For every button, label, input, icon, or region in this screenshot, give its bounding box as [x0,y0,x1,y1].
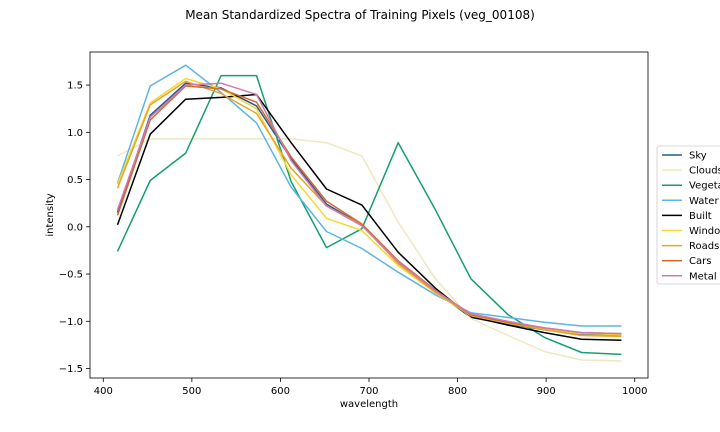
series-layer [116,64,622,362]
legend-label-vegetation: Vegetation [689,181,720,192]
legend-label-sky: Sky [689,151,707,162]
series-line-windows [116,77,622,336]
y-tick-label: −0.5 [59,270,83,281]
y-axis-title: intensity [45,193,56,236]
series-line-roads [116,80,622,338]
legend-label-clouds: Clouds [689,166,720,177]
series-line-metal [116,82,622,335]
y-tick-label: −1.5 [59,364,83,375]
legend-items: Sky Clouds Vegetation Water Built Windows Road… [662,151,720,282]
y-tick-label: 0.5 [67,175,83,186]
y-tick-label: 1.5 [67,81,83,92]
y-tick-label: 1.0 [67,128,83,139]
series-line-sky [116,82,622,336]
chart-title: Mean Standardized Spectra of Training Pi… [185,8,535,22]
legend-label-cars: Cars [689,256,711,267]
x-tick-label: 700 [359,386,378,397]
x-axis-ticks: 400 500 600 700 800 900 1000 [94,378,647,397]
legend: Sky Clouds Vegetation Water Built Windows Road… [656,145,720,285]
legend-label-built: Built [689,211,712,222]
legend-label-metal: Metal [689,271,717,282]
series-line-clouds [117,138,622,362]
x-tick-label: 600 [271,386,290,397]
x-tick-label: 500 [182,386,201,397]
legend-box [656,145,720,285]
legend-label-roads: Roads [689,241,719,252]
x-tick-label: 1000 [622,386,647,397]
x-tick-label: 800 [448,386,467,397]
series-line-water [116,64,622,327]
x-axis-title: wavelength [340,399,398,410]
y-tick-label: −1.0 [59,317,83,328]
x-tick-label: 400 [94,386,113,397]
legend-label-windows: Windows [689,226,720,237]
series-line-built [116,93,622,341]
legend-label-water: Water [689,196,719,207]
y-tick-label: 0.0 [67,222,83,233]
x-tick-label: 900 [537,386,556,397]
y-axis-ticks: −1.5 −1.0 −0.5 0.0 0.5 1.0 1.5 [59,81,90,375]
